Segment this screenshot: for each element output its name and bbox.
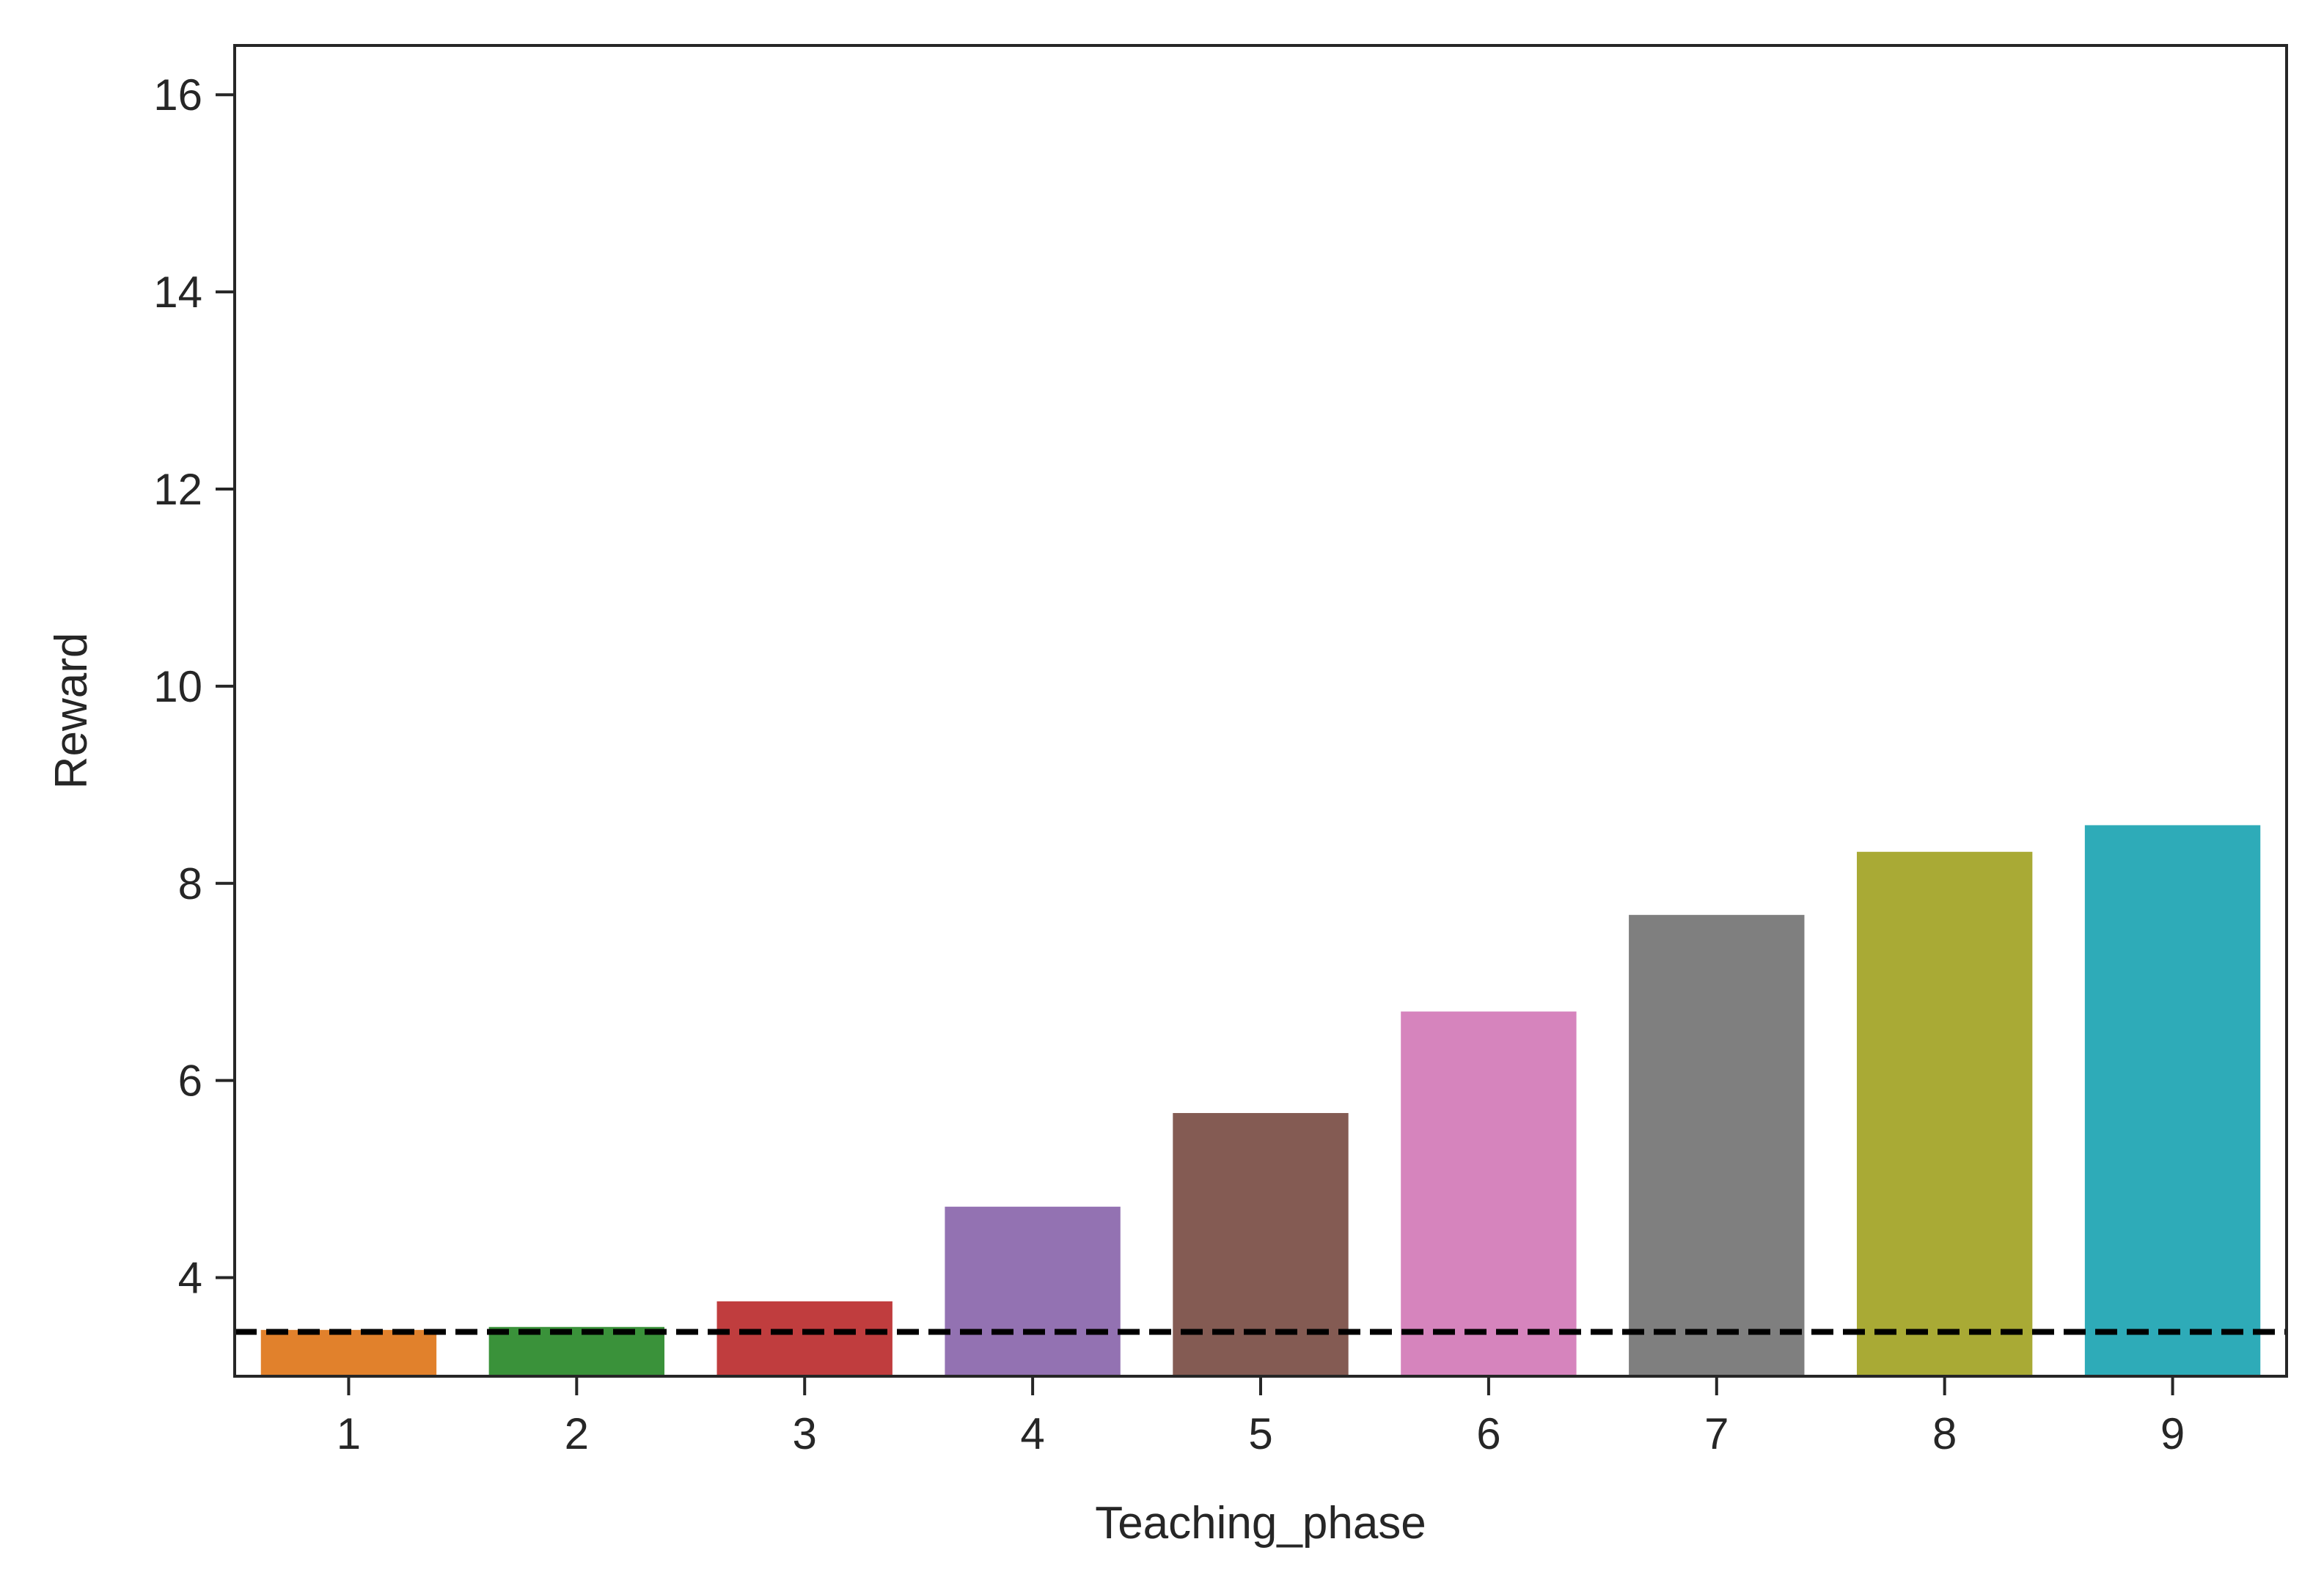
x-tick-label: 3	[793, 1409, 817, 1458]
bar-8	[1856, 851, 2033, 1376]
y-tick-label: 12	[153, 465, 202, 514]
x-tick-label: 6	[1476, 1409, 1500, 1458]
bar-6	[1401, 1011, 1577, 1376]
x-tick-label: 4	[1020, 1409, 1044, 1458]
bars-group	[260, 825, 2261, 1376]
bar-7	[1629, 914, 1805, 1376]
bar-1	[260, 1329, 437, 1376]
x-tick-label: 7	[1704, 1409, 1729, 1458]
bar-3	[716, 1301, 892, 1376]
x-tick-label: 1	[337, 1409, 361, 1458]
bar-2	[488, 1326, 665, 1376]
x-tick-label: 9	[2160, 1409, 2185, 1458]
x-tick-label: 2	[565, 1409, 589, 1458]
bar-4	[945, 1206, 1121, 1376]
y-tick-label: 10	[153, 662, 202, 711]
y-axis-label: Reward	[46, 633, 97, 790]
y-tick-label: 8	[178, 859, 202, 908]
x-axis-label: Teaching_phase	[1095, 1498, 1426, 1549]
y-tick-label: 4	[178, 1254, 202, 1303]
y-tick-label: 6	[178, 1057, 202, 1106]
y-tick-label: 14	[153, 268, 202, 317]
bar-5	[1173, 1113, 1349, 1376]
bar-9	[2084, 825, 2261, 1376]
x-tick-label: 8	[1932, 1409, 1957, 1458]
x-tick-label: 5	[1248, 1409, 1272, 1458]
y-tick-label: 16	[153, 70, 202, 120]
y-axis-ticks: 4 6 8 10 12 14 16	[153, 70, 235, 1303]
x-axis-ticks: 1 2 3 4 5 6 7 8 9	[337, 1376, 2185, 1458]
